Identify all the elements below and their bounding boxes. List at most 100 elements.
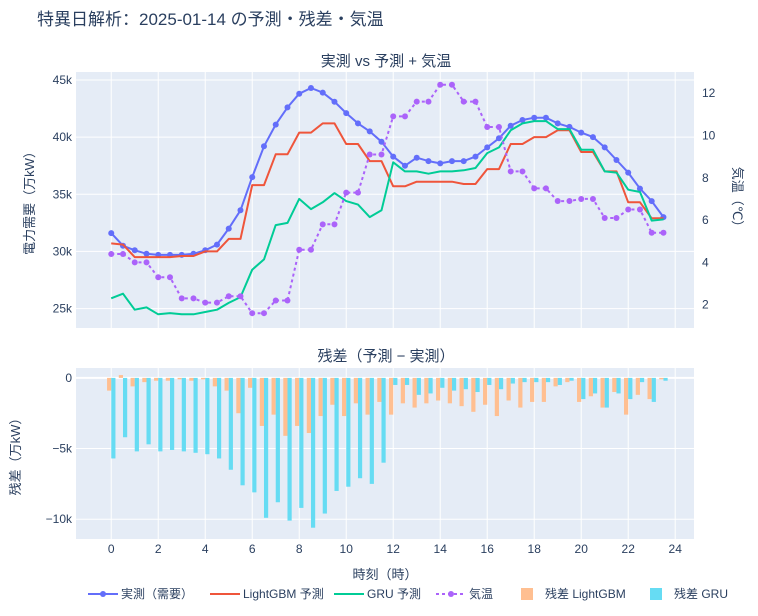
legend-label: 残差 LightGBM bbox=[545, 587, 626, 601]
series-point-temperature bbox=[366, 151, 373, 158]
series-point-temperature bbox=[472, 98, 479, 105]
series-point-actual bbox=[319, 89, 326, 96]
residual-bar-gru bbox=[475, 377, 480, 393]
residual-bar-lightgbm bbox=[647, 377, 652, 400]
residual-bar-gru bbox=[240, 377, 245, 486]
legend-item: 実測（需要） bbox=[88, 586, 193, 601]
series-point-temperature bbox=[225, 293, 232, 300]
residual-bar-gru bbox=[346, 377, 351, 487]
series-point-actual bbox=[108, 230, 115, 237]
residual-bar-gru bbox=[146, 377, 151, 445]
top-y-tick-label: 40k bbox=[53, 130, 73, 144]
x-axis-label: 時刻（時） bbox=[352, 567, 417, 582]
residual-bar-gru bbox=[381, 377, 386, 463]
residual-bar-lightgbm bbox=[459, 377, 464, 407]
series-point-actual bbox=[413, 154, 420, 161]
series-point-temperature bbox=[554, 198, 561, 205]
series-point-actual bbox=[425, 158, 432, 165]
top-panel-title: 実測 vs 予測 + 気温 bbox=[321, 53, 451, 70]
series-point-actual bbox=[213, 241, 220, 248]
series-point-temperature bbox=[331, 221, 338, 228]
series-point-actual bbox=[601, 144, 608, 151]
residual-bar-gru bbox=[498, 377, 504, 390]
series-point-actual bbox=[354, 120, 361, 127]
residual-bar-gru bbox=[322, 377, 327, 514]
x-tick-label: 18 bbox=[528, 542, 542, 556]
bottom-y-axis-label: 残差（万kW） bbox=[8, 412, 23, 496]
series-point-actual bbox=[554, 120, 561, 127]
residual-bar-gru bbox=[592, 377, 598, 394]
series-point-actual bbox=[542, 114, 549, 121]
series-point-temperature bbox=[625, 206, 632, 213]
series-point-actual bbox=[378, 138, 385, 145]
series-point-temperature bbox=[143, 259, 150, 266]
residual-bar-lightgbm bbox=[506, 377, 511, 401]
residual-bar-gru bbox=[122, 377, 128, 438]
top-y2-tick-label: 4 bbox=[702, 255, 709, 269]
series-point-actual bbox=[589, 134, 596, 141]
residual-bar-gru bbox=[205, 377, 210, 455]
residual-bar-gru bbox=[581, 377, 586, 400]
bottom-y-tick-label: 0 bbox=[65, 371, 72, 385]
residual-bar-lightgbm bbox=[212, 377, 217, 387]
series-point-temperature bbox=[601, 214, 608, 221]
legend-swatch bbox=[521, 588, 533, 600]
series-point-actual bbox=[366, 128, 373, 135]
series-point-temperature bbox=[636, 206, 643, 213]
bottom-y-tick-label: −5k bbox=[52, 442, 73, 456]
residual-bar-gru bbox=[357, 377, 363, 479]
series-point-temperature bbox=[249, 310, 256, 317]
residual-bar-gru bbox=[639, 377, 645, 383]
residual-bar-gru bbox=[158, 377, 163, 452]
residual-bar-gru bbox=[310, 377, 316, 528]
residual-bar-gru bbox=[216, 377, 222, 459]
residual-bar-lightgbm bbox=[412, 377, 417, 408]
series-point-temperature bbox=[495, 124, 502, 131]
series-point-actual bbox=[143, 250, 150, 257]
series-point-temperature bbox=[390, 113, 397, 120]
series-point-actual bbox=[460, 158, 467, 165]
residual-bar-lightgbm bbox=[165, 377, 170, 381]
residual-bar-gru bbox=[604, 377, 609, 408]
legend-swatch-marker bbox=[448, 591, 454, 597]
series-point-temperature bbox=[507, 168, 514, 175]
residual-bar-lightgbm bbox=[494, 377, 499, 417]
residual-bar-gru bbox=[275, 377, 280, 503]
series-point-temperature bbox=[519, 168, 526, 175]
series-point-temperature bbox=[307, 246, 314, 253]
residual-bar-gru bbox=[545, 377, 551, 383]
series-point-temperature bbox=[119, 250, 126, 257]
series-point-temperature bbox=[343, 189, 350, 196]
x-tick-label: 8 bbox=[296, 542, 303, 556]
top-y-tick-label: 45k bbox=[53, 73, 73, 87]
residual-bar-lightgbm bbox=[283, 377, 288, 436]
residual-bar-lightgbm bbox=[259, 377, 264, 426]
residual-bar-gru bbox=[263, 377, 269, 518]
residual-bar-gru bbox=[440, 377, 445, 388]
residual-bar-gru bbox=[451, 377, 457, 391]
residual-bar-lightgbm bbox=[318, 377, 323, 417]
series-point-actual bbox=[296, 90, 303, 97]
series-point-actual bbox=[531, 114, 538, 121]
legend-label: 気温 bbox=[469, 586, 493, 601]
series-point-temperature bbox=[589, 195, 596, 202]
residual-bar-gru bbox=[569, 377, 574, 381]
residual-bar-lightgbm bbox=[600, 377, 605, 408]
legend-item: 残差 LightGBM bbox=[521, 587, 626, 601]
x-tick-label: 22 bbox=[622, 542, 636, 556]
residual-bar-gru bbox=[534, 377, 539, 383]
residual-bar-gru bbox=[287, 377, 292, 521]
residual-bar-lightgbm bbox=[447, 377, 452, 404]
legend-item: GRU 予測 bbox=[334, 587, 421, 601]
series-point-temperature bbox=[131, 259, 138, 266]
x-tick-label: 10 bbox=[340, 542, 354, 556]
residual-bar-lightgbm bbox=[424, 377, 429, 404]
legend-swatch bbox=[650, 588, 662, 600]
residual-bar-gru bbox=[228, 377, 233, 470]
series-point-temperature bbox=[272, 297, 279, 304]
residual-bar-gru bbox=[252, 377, 257, 493]
series-point-actual bbox=[484, 144, 491, 151]
top-y2-tick-label: 6 bbox=[702, 213, 709, 227]
residual-bar-gru bbox=[404, 377, 410, 385]
series-point-actual bbox=[648, 198, 655, 205]
